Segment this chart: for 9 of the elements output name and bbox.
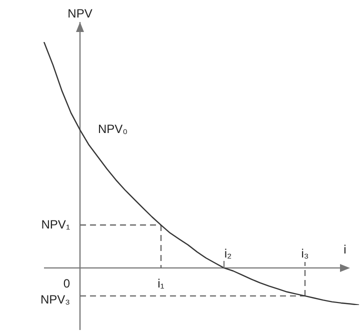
x-axis-title: i: [344, 242, 346, 256]
annotation: NPV₁: [41, 217, 70, 232]
annotation: 0: [63, 276, 70, 290]
annotation: i₃: [301, 246, 309, 260]
annotation: i₁: [158, 276, 164, 290]
annotation: i₂: [224, 246, 232, 260]
annotation: NPV₃: [40, 292, 70, 306]
y-axis-title: NPV: [68, 6, 92, 20]
annotation: NPV₀: [98, 122, 128, 136]
